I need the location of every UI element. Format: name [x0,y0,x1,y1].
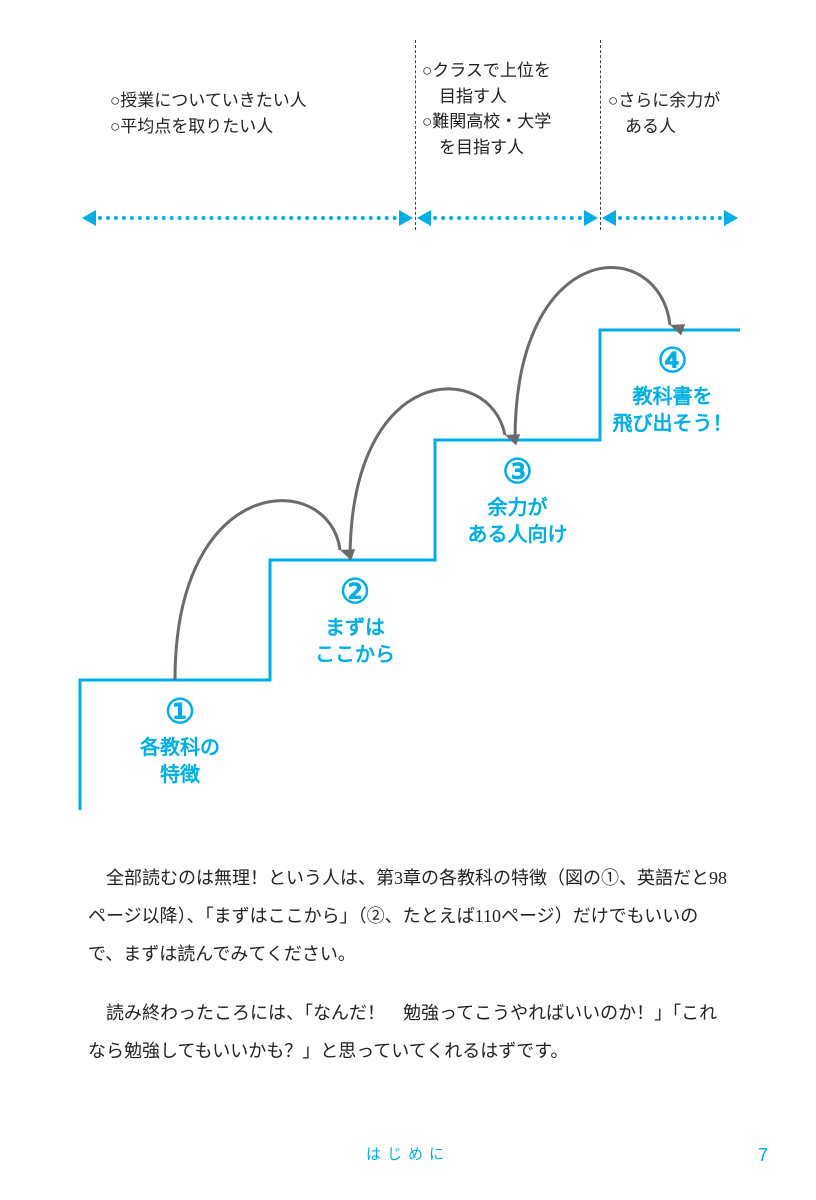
paragraph-1: 全部読むのは無理！という人は、第3章の各教科の特徴（図の①、英語だと98ページ以… [88,860,728,973]
step-2: ② まずは ここから [280,575,430,669]
step-3: ③ 余力が ある人向け [435,455,600,549]
step-2-num: ② [280,575,430,609]
page: ○授業についていきたい人 ○平均点を取りたい人 ○クラスで上位を 目指す人 ○難… [0,0,816,1200]
step-1-l2: 特徴 [160,764,200,786]
page-number: 7 [758,1145,768,1166]
step-1-l1: 各教科の [140,737,220,759]
step-diagram: ○授業についていきたい人 ○平均点を取りたい人 ○クラスで上位を 目指す人 ○難… [80,40,740,820]
footer-label: はじめに [0,1143,816,1164]
step-1: ① 各教科の 特徴 [100,695,260,789]
body-text: 全部読むのは無理！という人は、第3章の各教科の特徴（図の①、英語だと98ページ以… [88,860,728,1089]
step-4-l1: 教科書を [633,386,713,408]
step-4-l2: 飛び出そう！ [613,413,733,435]
step-3-num: ③ [435,455,600,489]
step-3-l2: ある人向け [468,524,568,546]
step-3-l1: 余力が [488,497,548,519]
paragraph-2: 読み終わったころには、「なんだ！ 勉強ってこうやればいいのか！」「これなら勉強し… [88,995,728,1071]
step-4: ④ 教科書を 飛び出そう！ [600,344,745,438]
step-2-l2: ここから [315,644,395,666]
step-2-l1: まずは [325,617,385,639]
step-1-num: ① [100,695,260,729]
step-4-num: ④ [600,344,745,378]
